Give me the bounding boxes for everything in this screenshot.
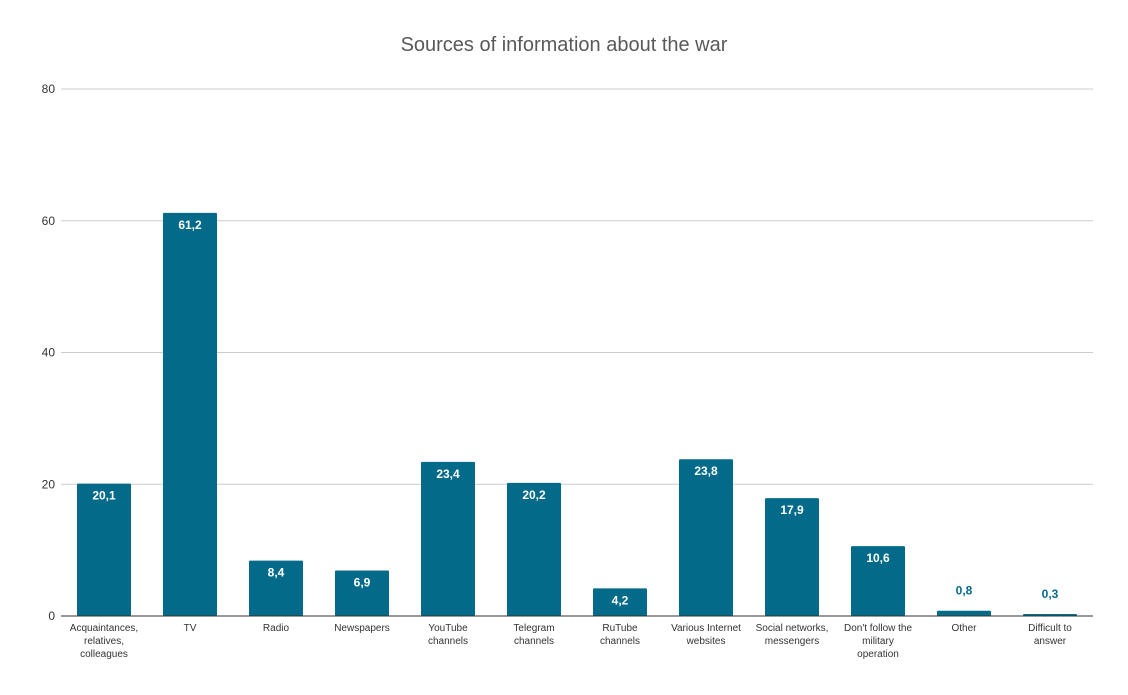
- y-tick-label: 60: [42, 214, 56, 228]
- x-tick-label-line: Newspapers: [334, 623, 390, 634]
- y-tick-label: 80: [42, 82, 56, 96]
- x-tick-label: Difficult to answer: [1028, 623, 1072, 647]
- x-tick-label: Don't follow the military operation: [844, 623, 912, 660]
- x-tick-label-line: Other: [951, 623, 977, 634]
- x-tick-label: RuTube channels: [600, 623, 640, 647]
- data-label: 20,1: [92, 489, 116, 503]
- data-label: 8,4: [268, 566, 285, 580]
- x-tick-label-line: operation: [857, 649, 899, 660]
- x-tick-label-line: RuTube: [602, 623, 638, 634]
- data-label: 23,8: [694, 464, 718, 478]
- bar: [249, 560, 303, 616]
- x-tick-label-line: Difficult to: [1028, 623, 1072, 634]
- data-label: 0,8: [956, 584, 973, 598]
- data-label: 0,3: [1042, 587, 1059, 601]
- x-tick-label-line: military: [862, 636, 894, 647]
- bar: [335, 570, 389, 616]
- bar: [421, 461, 475, 616]
- bar: [679, 459, 733, 616]
- x-tick-label: Social networks, messengers: [756, 623, 829, 647]
- x-tick-label-line: colleagues: [80, 649, 128, 660]
- x-tick-label-line: TV: [184, 623, 197, 634]
- x-tick-label-line: Don't follow the: [844, 623, 912, 634]
- x-tick-label-line: Radio: [263, 623, 290, 634]
- x-tick-label-line: relatives,: [84, 636, 124, 647]
- x-tick-label: TV: [184, 623, 197, 634]
- bar: [937, 610, 991, 616]
- x-tick-label-line: channels: [600, 636, 640, 647]
- bar: [163, 212, 217, 616]
- data-label: 10,6: [866, 551, 890, 565]
- y-tick-label: 20: [42, 477, 56, 491]
- x-tick-label-line: Telegram: [513, 623, 554, 634]
- x-tick-label-line: channels: [428, 636, 468, 647]
- y-tick-label: 0: [48, 609, 55, 623]
- x-tick-label-line: messengers: [765, 636, 819, 647]
- data-label: 23,4: [436, 467, 460, 481]
- y-tick-label: 40: [42, 346, 56, 360]
- data-label: 4,2: [612, 593, 629, 607]
- bar: [851, 546, 905, 616]
- data-label: 6,9: [354, 576, 371, 590]
- x-tick-label-line: channels: [514, 636, 554, 647]
- x-tick-label-line: Social networks,: [756, 623, 829, 634]
- x-tick-label-line: websites: [686, 636, 726, 647]
- x-tick-label: Newspapers: [334, 623, 390, 634]
- bar: [765, 498, 819, 616]
- data-label: 17,9: [780, 503, 804, 517]
- data-label: 61,2: [178, 218, 202, 232]
- x-tick-label: Telegram channels: [513, 623, 554, 647]
- bar: [593, 588, 647, 616]
- x-tick-label: YouTube channels: [428, 623, 468, 647]
- x-tick-label: Acquaintances, relatives, colleagues: [70, 623, 138, 660]
- x-tick-label-line: Various Internet: [671, 623, 741, 634]
- x-tick-label-line: YouTube: [428, 623, 468, 634]
- chart-title: Sources of information about the war: [400, 34, 728, 56]
- x-tick-label: Other: [951, 623, 977, 634]
- x-tick-label: Various Internet websites: [671, 623, 741, 647]
- x-tick-label: Radio: [263, 623, 290, 634]
- bar: [77, 483, 131, 616]
- bar: [507, 482, 561, 616]
- data-label: 20,2: [522, 488, 546, 502]
- x-tick-label-line: answer: [1034, 636, 1067, 647]
- x-tick-label-line: Acquaintances,: [70, 623, 138, 634]
